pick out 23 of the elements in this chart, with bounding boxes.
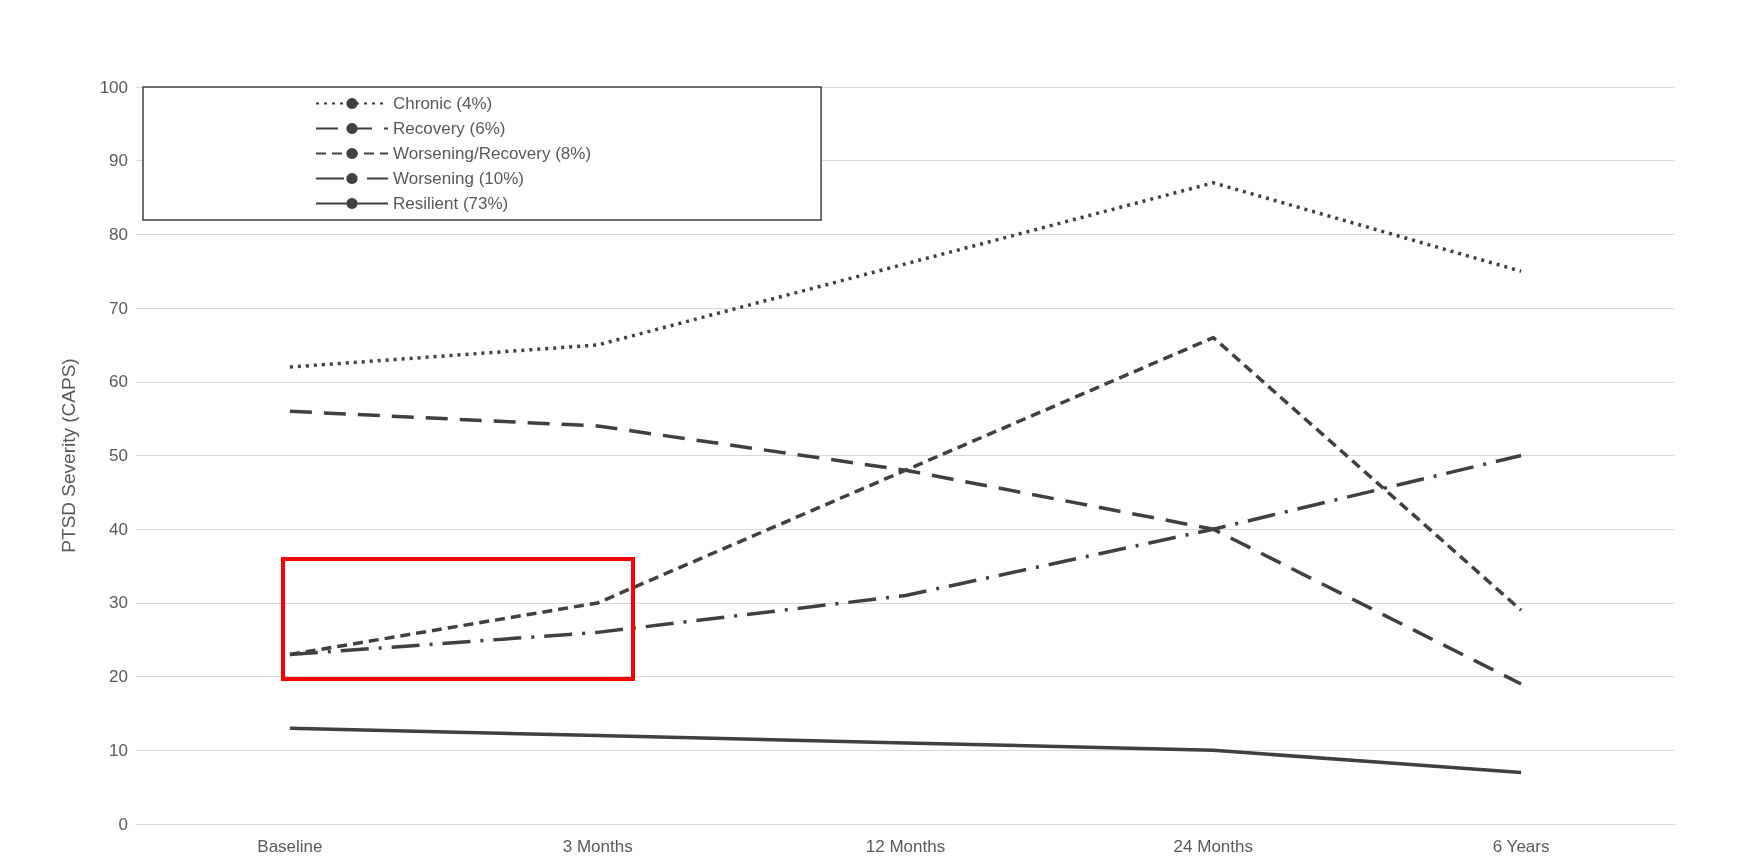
legend-label: Recovery (6%) (393, 119, 506, 138)
x-tick-label: 3 Months (562, 837, 633, 856)
legend-label: Worsening (10%) (393, 169, 525, 188)
y-tick-label: 100 (99, 77, 128, 97)
y-tick-label: 70 (109, 298, 128, 318)
x-tick-label: Baseline (257, 837, 323, 856)
y-tick-label: 20 (109, 667, 128, 687)
line-series (288, 726, 1523, 775)
y-tick-label: 90 (109, 151, 128, 171)
legend-label: Worsening/Recovery (8%) (393, 144, 592, 163)
legend-label: Resilient (73%) (393, 194, 509, 213)
y-tick-label: 80 (109, 224, 128, 244)
x-tick-label: 24 Months (1173, 837, 1253, 856)
y-tick-label: 60 (109, 372, 128, 392)
x-tick-label: 12 Months (865, 837, 946, 856)
y-tick-label: 40 (109, 519, 128, 539)
y-axis-title: PTSD Severity (CAPS) (58, 358, 79, 553)
y-tick-label: 50 (109, 446, 128, 465)
y-tick-label: 10 (109, 740, 128, 760)
y-tick-label: 0 (118, 814, 128, 834)
legend-label: Chronic (4%) (393, 94, 493, 113)
y-tick-label: 30 (109, 593, 128, 613)
x-tick-label: 6 Years (1492, 837, 1550, 856)
